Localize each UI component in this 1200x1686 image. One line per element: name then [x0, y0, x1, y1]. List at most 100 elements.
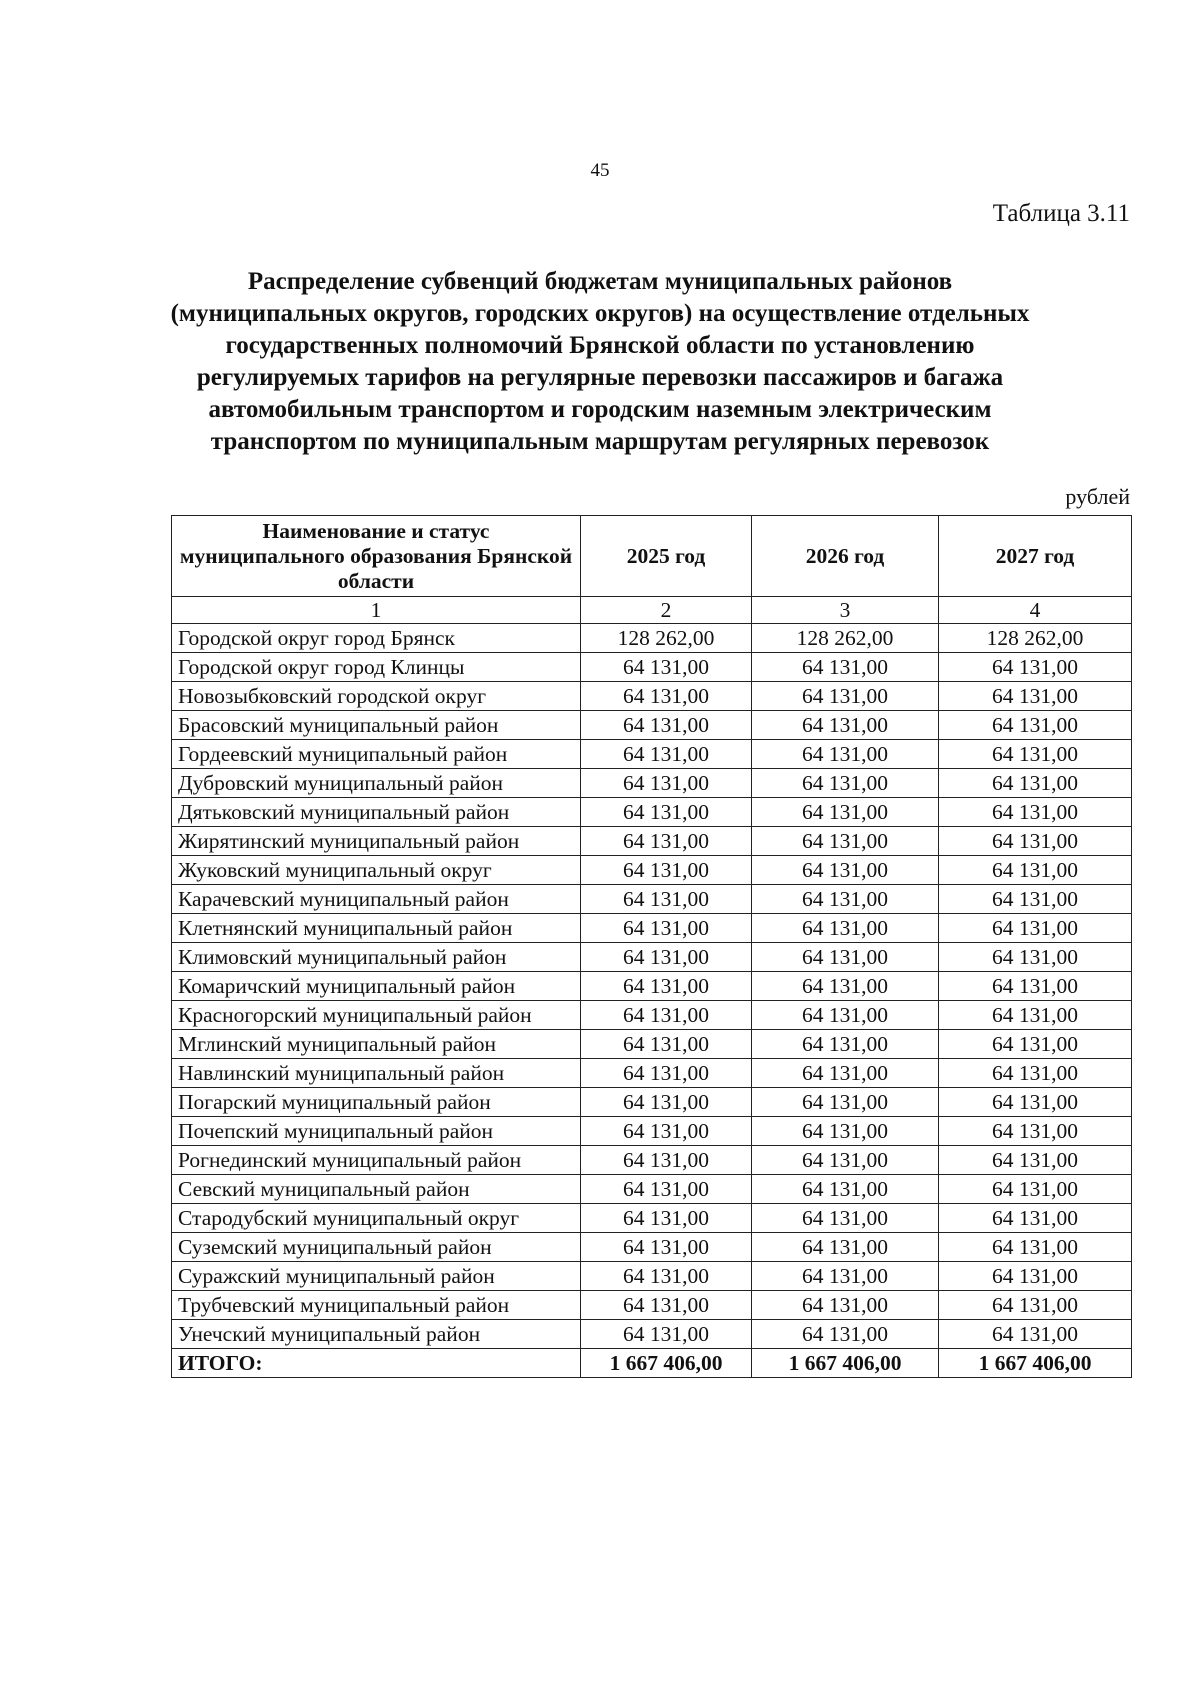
value-cell: 64 131,00: [938, 913, 1132, 943]
value-cell: 64 131,00: [938, 1116, 1132, 1146]
value-cell: 64 131,00: [938, 768, 1132, 798]
data-row: Дятьковский муниципальный район 64 131,00…: [171, 797, 1132, 827]
value-cell: 64 131,00: [580, 1116, 752, 1146]
value-cell: 64 131,00: [751, 1203, 939, 1233]
value-cell: 64 131,00: [751, 1232, 939, 1262]
data-row: Брасовский муниципальный район 64 131,00 6…: [171, 710, 1132, 740]
value-cell: 2026 год: [751, 515, 939, 597]
name-cell: Погарский муниципальный район: [171, 1087, 581, 1117]
value-cell: 64 131,00: [580, 942, 752, 972]
name-cell: 1: [171, 596, 581, 624]
value-cell: 64 131,00: [938, 1000, 1132, 1030]
value-cell: 64 131,00: [938, 1058, 1132, 1088]
value-cell: 3: [751, 596, 939, 624]
value-cell: 2025 год: [580, 515, 752, 597]
value-cell: 64 131,00: [580, 1058, 752, 1088]
value-cell: 64 131,00: [580, 681, 752, 711]
data-row: Суражский муниципальный район 64 131,00 64…: [171, 1261, 1132, 1291]
value-cell: 64 131,00: [580, 1203, 752, 1233]
name-cell: Клетнянский муниципальный район: [171, 913, 581, 943]
value-cell: 64 131,00: [751, 1261, 939, 1291]
value-cell: 64 131,00: [751, 1000, 939, 1030]
value-cell: 64 131,00: [938, 1203, 1132, 1233]
page-number: 45: [590, 160, 610, 181]
value-cell: 64 131,00: [751, 1087, 939, 1117]
value-cell: 64 131,00: [938, 1261, 1132, 1291]
value-cell: 64 131,00: [580, 797, 752, 827]
data-row: Навлинский муниципальный район 64 131,00 6…: [171, 1058, 1132, 1088]
value-cell: 64 131,00: [938, 826, 1132, 856]
value-cell: 1 667 406,00: [751, 1348, 939, 1378]
data-row: Унечский муниципальный район 64 131,00 64 …: [171, 1319, 1132, 1349]
value-cell: 64 131,00: [751, 942, 939, 972]
value-cell: 64 131,00: [580, 1029, 752, 1059]
value-cell: 64 131,00: [938, 739, 1132, 769]
value-cell: 64 131,00: [580, 768, 752, 798]
name-cell: Суземский муниципальный район: [171, 1232, 581, 1262]
value-cell: 64 131,00: [938, 855, 1132, 885]
value-cell: 64 131,00: [580, 1232, 752, 1262]
name-cell: Трубчевский муниципальный район: [171, 1290, 581, 1320]
value-cell: 64 131,00: [580, 1087, 752, 1117]
name-cell: ИТОГО:: [171, 1348, 581, 1378]
value-cell: 64 131,00: [580, 652, 752, 682]
name-cell: Городской округ город Клинцы: [171, 652, 581, 682]
data-row: Суземский муниципальный район 64 131,00 64…: [171, 1232, 1132, 1262]
units: рублей: [1065, 484, 1130, 509]
value-cell: 128 262,00: [751, 623, 939, 653]
value-cell: 64 131,00: [751, 710, 939, 740]
value-cell: 64 131,00: [938, 797, 1132, 827]
title-line: транспортом по муниципальным маршрутам р…: [210, 428, 990, 455]
name-cell: Наименование и статус муниципального обр…: [171, 515, 581, 597]
value-cell: 64 131,00: [751, 1116, 939, 1146]
value-cell: 64 131,00: [751, 768, 939, 798]
value-cell: 64 131,00: [938, 1087, 1132, 1117]
data-row: Карачевский муниципальный район 64 131,00…: [171, 884, 1132, 914]
value-cell: 128 262,00: [580, 623, 752, 653]
data-row: Клетнянский муниципальный район 64 131,00…: [171, 913, 1132, 943]
value-cell: 64 131,00: [938, 971, 1132, 1001]
value-cell: 64 131,00: [580, 739, 752, 769]
value-cell: 64 131,00: [580, 1174, 752, 1204]
data-row: Жуковский муниципальный округ 64 131,00 64…: [171, 855, 1132, 885]
value-cell: 4: [938, 596, 1132, 624]
title-line: государственных полномочий Брянской обла…: [225, 332, 975, 359]
value-cell: 64 131,00: [580, 1145, 752, 1175]
name-cell: Гордеевский муниципальный район: [171, 739, 581, 769]
name-cell: Красногорский муниципальный район: [171, 1000, 581, 1030]
value-cell: 64 131,00: [751, 826, 939, 856]
value-cell: 1 667 406,00: [580, 1348, 752, 1378]
title-line: регулируемых тарифов на регулярные перев…: [196, 364, 1004, 391]
value-cell: 64 131,00: [751, 971, 939, 1001]
value-cell: 64 131,00: [938, 710, 1132, 740]
title: Распределение субвенций бюджетам муницип…: [100, 266, 1100, 458]
budget-table: Наименование и статус муниципального обр…: [171, 515, 1132, 1378]
value-cell: 64 131,00: [751, 1290, 939, 1320]
title-line: Распределение субвенций бюджетам муницип…: [247, 268, 953, 295]
data-row: Трубчевский муниципальный район 64 131,00…: [171, 1290, 1132, 1320]
data-row: Городской округ город Брянск 128 262,00 12…: [171, 623, 1132, 653]
data-row: Красногорский муниципальный район 64 131,…: [171, 1000, 1132, 1030]
data-row: Почепский муниципальный район 64 131,00 64…: [171, 1116, 1132, 1146]
name-cell: Комаричский муниципальный район: [171, 971, 581, 1001]
value-cell: 64 131,00: [751, 1029, 939, 1059]
name-cell: Жуковский муниципальный округ: [171, 855, 581, 885]
table-label: Таблица 3.11: [992, 200, 1130, 227]
name-cell: Унечский муниципальный район: [171, 1319, 581, 1349]
value-cell: 64 131,00: [938, 1290, 1132, 1320]
value-cell: 2: [580, 596, 752, 624]
name-cell: Почепский муниципальный район: [171, 1116, 581, 1146]
value-cell: 64 131,00: [751, 1058, 939, 1088]
value-cell: 64 131,00: [580, 913, 752, 943]
name-cell: Городской округ город Брянск: [171, 623, 581, 653]
value-cell: 64 131,00: [938, 1174, 1132, 1204]
value-cell: 64 131,00: [580, 1290, 752, 1320]
data-row: Новозыбковский городской округ 64 131,00 6…: [171, 681, 1132, 711]
name-cell: Стародубский муниципальный округ: [171, 1203, 581, 1233]
name-cell: Карачевский муниципальный район: [171, 884, 581, 914]
value-cell: 64 131,00: [751, 1319, 939, 1349]
name-cell: Климовский муниципальный район: [171, 942, 581, 972]
value-cell: 64 131,00: [751, 1145, 939, 1175]
